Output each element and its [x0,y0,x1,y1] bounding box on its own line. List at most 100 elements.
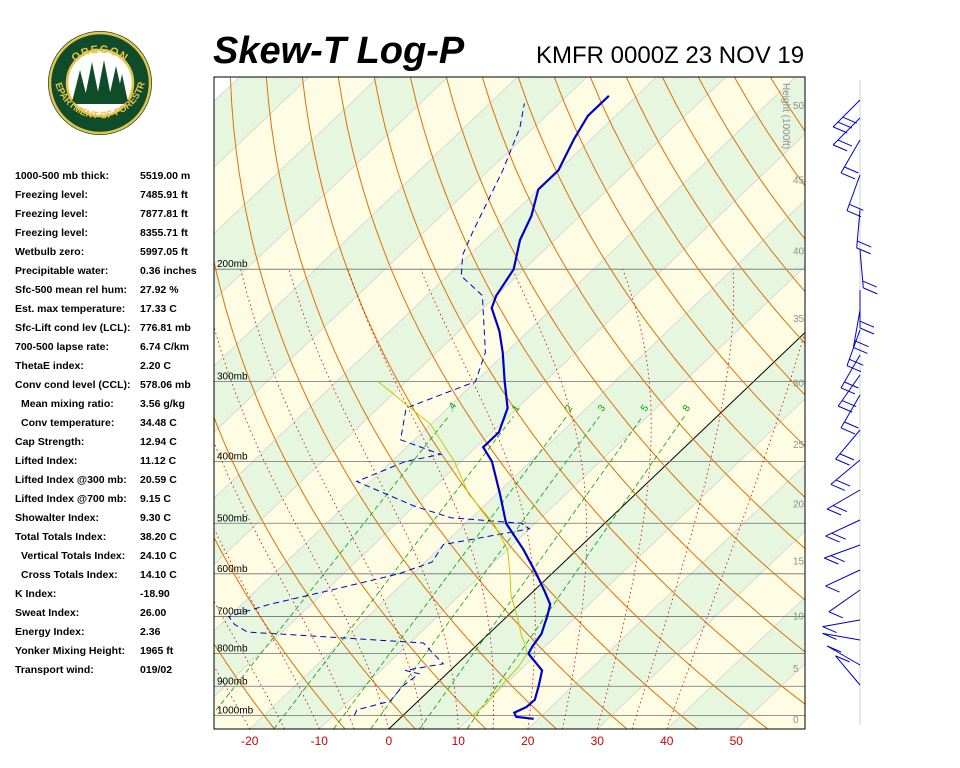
index-value: 2.20 C [140,360,171,372]
wind-barb-flag [832,505,848,513]
index-label: Freezing level: [15,189,88,201]
height-tick-label: 20 [793,500,805,511]
index-value: 7485.91 ft [140,189,188,201]
index-label: Lifted Index: [15,455,78,467]
dry-adiabat [481,77,805,550]
isotherm [214,77,518,367]
moist-adiabat [347,269,495,729]
index-label: Sfc-Lift cond lev (LCL): [15,322,131,334]
dry-adiabat [914,77,960,729]
isotherm [527,464,805,729]
index-value: -18.90 [140,588,170,600]
wind-barb-flag [840,387,856,395]
isotherm [214,77,379,235]
wind-barb-staff [840,394,861,429]
index-value: 9.30 C [140,512,171,524]
tree-icon [72,60,128,102]
index-label: Est. max temperature: [15,303,126,315]
mixing-ratio-line [333,416,567,729]
height-axis-title: Height (1000ft) [780,83,791,149]
index-label: Total Totals Index: [15,531,107,543]
index-label: Transport wind: [15,664,94,676]
wind-barb-flag [835,479,851,487]
height-tick-label: 30 [793,378,805,389]
index-value: 27.92 % [140,284,179,296]
x-tick-label: 40 [660,734,674,748]
index-label: K Index: [15,588,57,600]
wind-barb-flag [831,532,846,540]
dry-adiabat [265,77,628,729]
mixing-ratio-label: 2 [563,403,575,414]
dry-adiabat [553,77,805,447]
wind-barb-flag [832,126,848,134]
wind-barb-staff [840,139,861,174]
dry-adiabat [39,77,204,729]
wind-barb-flag [825,585,840,593]
dry-adiabat [214,259,487,729]
dry-adiabat [409,77,805,653]
wind-barb-flag [862,280,877,288]
plot-frame [213,76,806,730]
index-value: 5519.00 m [140,170,191,182]
wind-barb-flag [842,116,858,124]
index-label: Mean mixing ratio: [21,398,114,410]
moist-adiabat [420,269,536,729]
height-tick-label: 35 [793,314,805,325]
index-label: 700-500 lapse rate: [15,341,109,353]
index-value: 0.36 inches [140,265,197,277]
moist-adiabat [288,269,459,729]
isotherm [214,77,588,433]
wind-barb-staff [837,374,861,407]
wind-barb-flag [857,240,872,248]
zero-isotherm [388,331,805,729]
chart-title: Skew-T Log-P [213,30,465,72]
mixing-ratio-label: 1 [510,403,522,414]
wind-barb-flag [844,166,859,174]
mixing-ratio-line [370,416,600,729]
wind-barb-staff [840,354,861,389]
wind-barb-flag [832,144,848,152]
wind-barb-flag [838,405,853,413]
isobar-label: 500mb [217,513,248,524]
index-label: Precipitable water: [15,265,109,277]
moist-adiabat [512,269,588,729]
wind-barb-flag [835,655,850,663]
wind-barb-flag [826,508,842,516]
wind-barb-flag [844,421,859,429]
wind-barb-staff [825,519,861,537]
dry-adiabat [950,77,960,729]
mixing-ratio-label: 3 [596,403,608,414]
wind-barb-flag [824,557,839,565]
wind-barb-staff [846,174,861,211]
height-tick-label: 45 [793,176,805,187]
dry-adiabat [625,77,805,345]
dry-adiabat [878,77,960,729]
dry-adiabat [0,77,133,729]
wind-barb-staff [835,655,861,686]
index-value: 26.00 [140,607,167,619]
wind-barb-flag [856,247,871,255]
x-tick-label: 50 [730,734,744,748]
temperature-band [214,134,805,729]
dry-adiabat [301,77,698,729]
isobar-label: 1000mb [217,705,254,716]
wind-barb-staff [830,459,861,485]
index-label: Lifted Index @700 mb: [15,493,127,505]
index-value: 24.10 C [140,550,177,562]
wind-barb-staff [846,329,861,366]
isobar-label: 700mb [217,607,248,618]
isobar-label: 300mb [217,372,248,383]
dry-adiabat [445,77,805,601]
wind-barb-flag [837,139,853,147]
x-tick-label: 20 [521,734,535,748]
index-value: 578.06 mb [140,379,191,391]
mixing-ratio-line [214,416,449,714]
index-label: Yonker Mixing Height: [15,645,126,657]
index-label: Freezing level: [15,227,88,239]
wind-barb-flag [849,203,864,211]
index-value: 17.33 C [140,303,177,315]
temperature-line [481,95,610,720]
wind-barb-flag [835,458,850,466]
index-value: 1965 ft [140,645,174,657]
wind-barb-flag [828,611,844,619]
